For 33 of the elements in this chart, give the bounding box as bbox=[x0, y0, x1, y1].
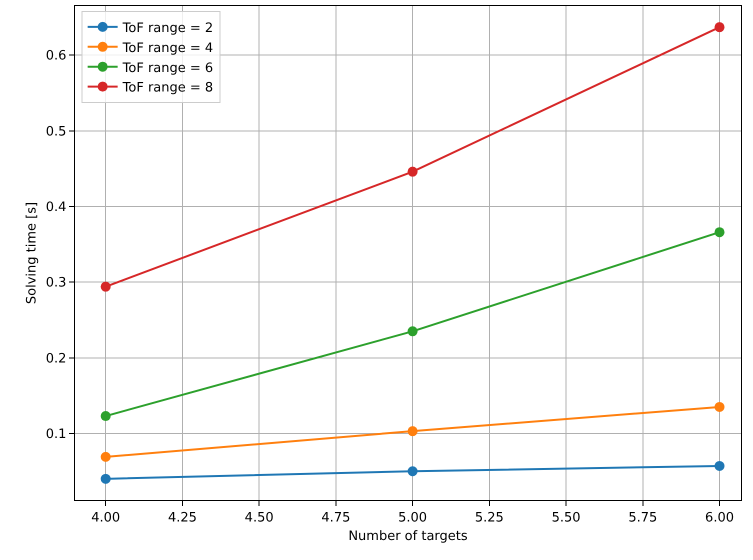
legend-label: ToF range = 8 bbox=[122, 80, 214, 96]
y-tick-label: 0.1 bbox=[46, 426, 66, 442]
x-axis-title: Number of targets bbox=[348, 529, 468, 544]
x-tick-label: 5.25 bbox=[474, 510, 504, 526]
y-tick-label: 0.6 bbox=[46, 48, 66, 64]
point bbox=[408, 466, 418, 476]
point bbox=[100, 282, 111, 292]
legend-label: ToF range = 2 bbox=[122, 20, 214, 36]
x-tick-label: 4.25 bbox=[168, 510, 197, 526]
point bbox=[714, 227, 725, 238]
x-tick-label: 4.00 bbox=[91, 510, 120, 526]
y-tick-label: 0.2 bbox=[46, 351, 66, 366]
x-tick-label: 5.75 bbox=[628, 510, 658, 526]
point bbox=[714, 402, 725, 412]
x-tick-label: 4.75 bbox=[321, 510, 350, 526]
x-tick-label: 5.00 bbox=[398, 510, 428, 526]
x-tick-label: 6.00 bbox=[705, 510, 734, 526]
point bbox=[100, 411, 111, 422]
point bbox=[408, 326, 418, 336]
point bbox=[408, 426, 418, 436]
y-tick-label: 0.5 bbox=[46, 124, 66, 140]
y-tick-label: 0.3 bbox=[46, 276, 66, 291]
y-axis-title: Solving time [s] bbox=[24, 202, 40, 304]
point bbox=[408, 166, 418, 177]
point bbox=[714, 460, 725, 471]
legend-label: ToF range = 4 bbox=[122, 40, 214, 56]
point bbox=[714, 22, 725, 32]
point bbox=[100, 474, 111, 484]
point bbox=[100, 452, 111, 462]
legend-label: ToF range = 6 bbox=[122, 60, 214, 76]
x-tick-label: 4.50 bbox=[244, 510, 274, 526]
y-tick-label: 0.4 bbox=[46, 200, 66, 216]
x-tick-label: 5.50 bbox=[552, 510, 581, 526]
